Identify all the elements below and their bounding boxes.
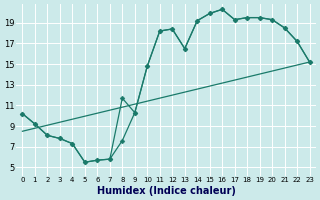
X-axis label: Humidex (Indice chaleur): Humidex (Indice chaleur) <box>97 186 236 196</box>
